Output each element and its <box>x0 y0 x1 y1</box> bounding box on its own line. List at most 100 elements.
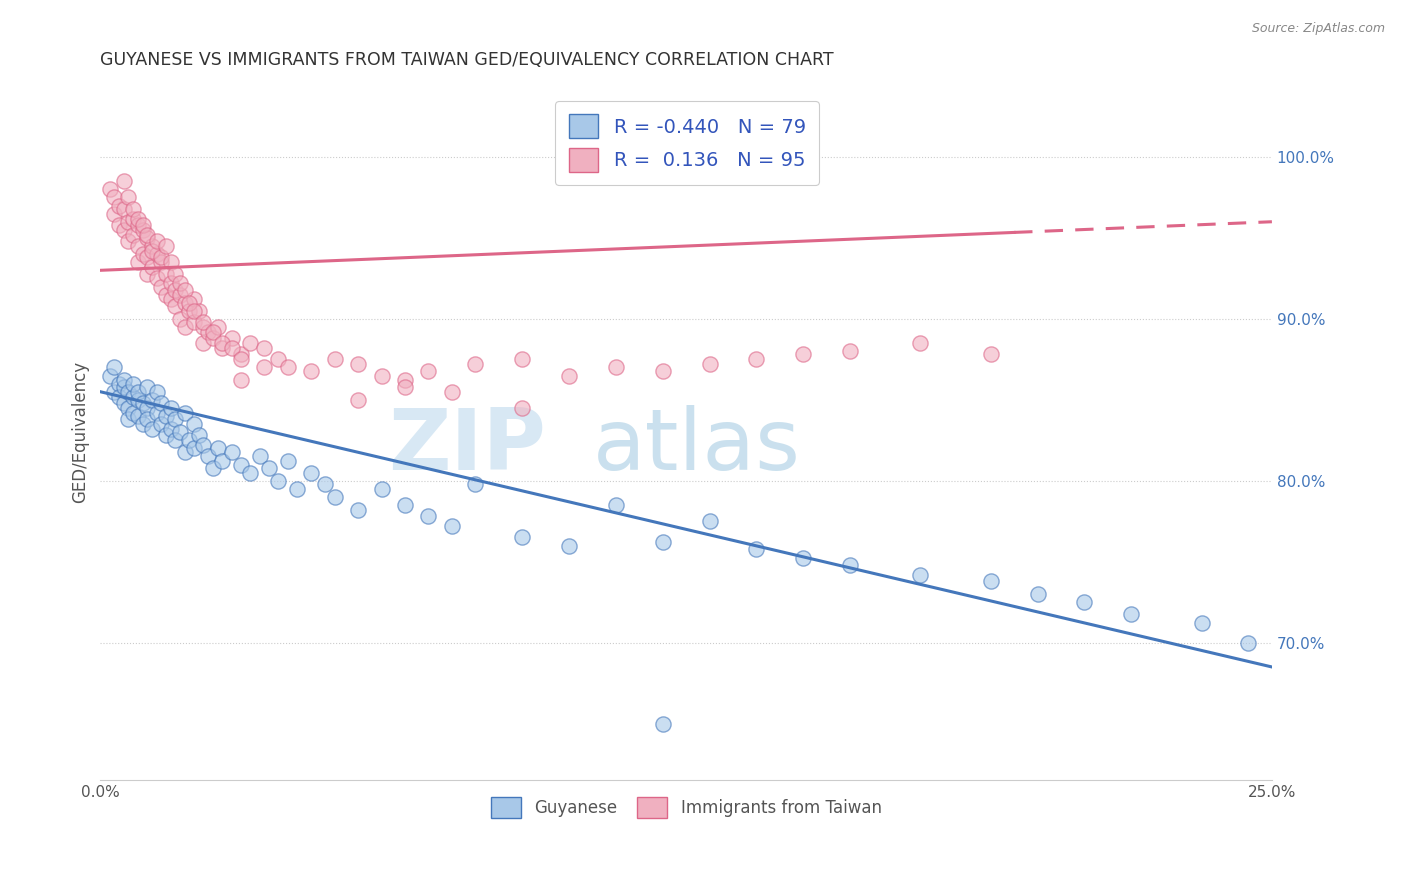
Point <box>839 344 862 359</box>
Point <box>370 482 392 496</box>
Text: atlas: atlas <box>592 405 800 488</box>
Legend: Guyanese, Immigrants from Taiwan: Guyanese, Immigrants from Taiwan <box>484 790 889 824</box>
Point <box>112 223 135 237</box>
Point <box>1073 595 1095 609</box>
Text: Source: ZipAtlas.com: Source: ZipAtlas.com <box>1251 22 1385 36</box>
Point <box>980 574 1002 589</box>
Point <box>839 558 862 572</box>
Point <box>323 490 346 504</box>
Point <box>267 474 290 488</box>
Y-axis label: GED/Equivalency: GED/Equivalency <box>72 361 89 503</box>
Point <box>136 412 159 426</box>
Point <box>211 341 233 355</box>
Point <box>131 247 153 261</box>
Point <box>122 227 145 242</box>
Point <box>211 454 233 468</box>
Point <box>127 409 149 423</box>
Point <box>253 341 276 355</box>
Point <box>131 396 153 410</box>
Point <box>141 392 163 407</box>
Point <box>1191 616 1213 631</box>
Point <box>510 401 533 415</box>
Point <box>440 384 463 399</box>
Point <box>117 234 139 248</box>
Point <box>1026 587 1049 601</box>
Point <box>1237 635 1260 649</box>
Point <box>136 380 159 394</box>
Point <box>323 352 346 367</box>
Point <box>183 303 205 318</box>
Point <box>1121 607 1143 621</box>
Point <box>187 303 209 318</box>
Point <box>183 442 205 456</box>
Point <box>159 422 181 436</box>
Point <box>910 567 932 582</box>
Point <box>141 244 163 258</box>
Point <box>117 384 139 399</box>
Point <box>169 425 191 440</box>
Point <box>394 380 416 394</box>
Point <box>699 514 721 528</box>
Point <box>155 428 177 442</box>
Point <box>193 438 215 452</box>
Point <box>239 336 262 351</box>
Point <box>558 539 581 553</box>
Point <box>145 271 167 285</box>
Point <box>201 460 224 475</box>
Point <box>150 417 173 431</box>
Point <box>122 390 145 404</box>
Point <box>229 347 252 361</box>
Point <box>221 341 243 355</box>
Point <box>193 336 215 351</box>
Point <box>910 336 932 351</box>
Point <box>127 211 149 226</box>
Point <box>197 450 219 464</box>
Point <box>108 218 131 232</box>
Point <box>141 422 163 436</box>
Point <box>136 251 159 265</box>
Point <box>155 287 177 301</box>
Point <box>173 320 195 334</box>
Point <box>169 287 191 301</box>
Point <box>277 454 299 468</box>
Point <box>347 503 370 517</box>
Point <box>145 234 167 248</box>
Point <box>207 320 229 334</box>
Point <box>155 239 177 253</box>
Point <box>267 352 290 367</box>
Point <box>127 392 149 407</box>
Point <box>165 299 187 313</box>
Point <box>394 373 416 387</box>
Point <box>201 331 224 345</box>
Point <box>108 390 131 404</box>
Point <box>150 279 173 293</box>
Point <box>193 315 215 329</box>
Point <box>173 406 195 420</box>
Point <box>127 255 149 269</box>
Point <box>159 293 181 307</box>
Point <box>249 450 271 464</box>
Point <box>745 352 768 367</box>
Point <box>98 182 121 196</box>
Point <box>136 401 159 415</box>
Point <box>122 202 145 216</box>
Point <box>131 417 153 431</box>
Point <box>221 444 243 458</box>
Point <box>173 444 195 458</box>
Point <box>792 551 814 566</box>
Point <box>558 368 581 383</box>
Point <box>980 347 1002 361</box>
Point <box>117 190 139 204</box>
Point <box>122 376 145 391</box>
Point <box>136 227 159 242</box>
Point <box>229 352 252 367</box>
Point <box>150 251 173 265</box>
Point <box>131 223 153 237</box>
Point <box>179 295 201 310</box>
Point <box>98 368 121 383</box>
Point <box>112 202 135 216</box>
Point <box>651 716 673 731</box>
Point <box>108 198 131 212</box>
Point <box>165 434 187 448</box>
Point <box>299 364 322 378</box>
